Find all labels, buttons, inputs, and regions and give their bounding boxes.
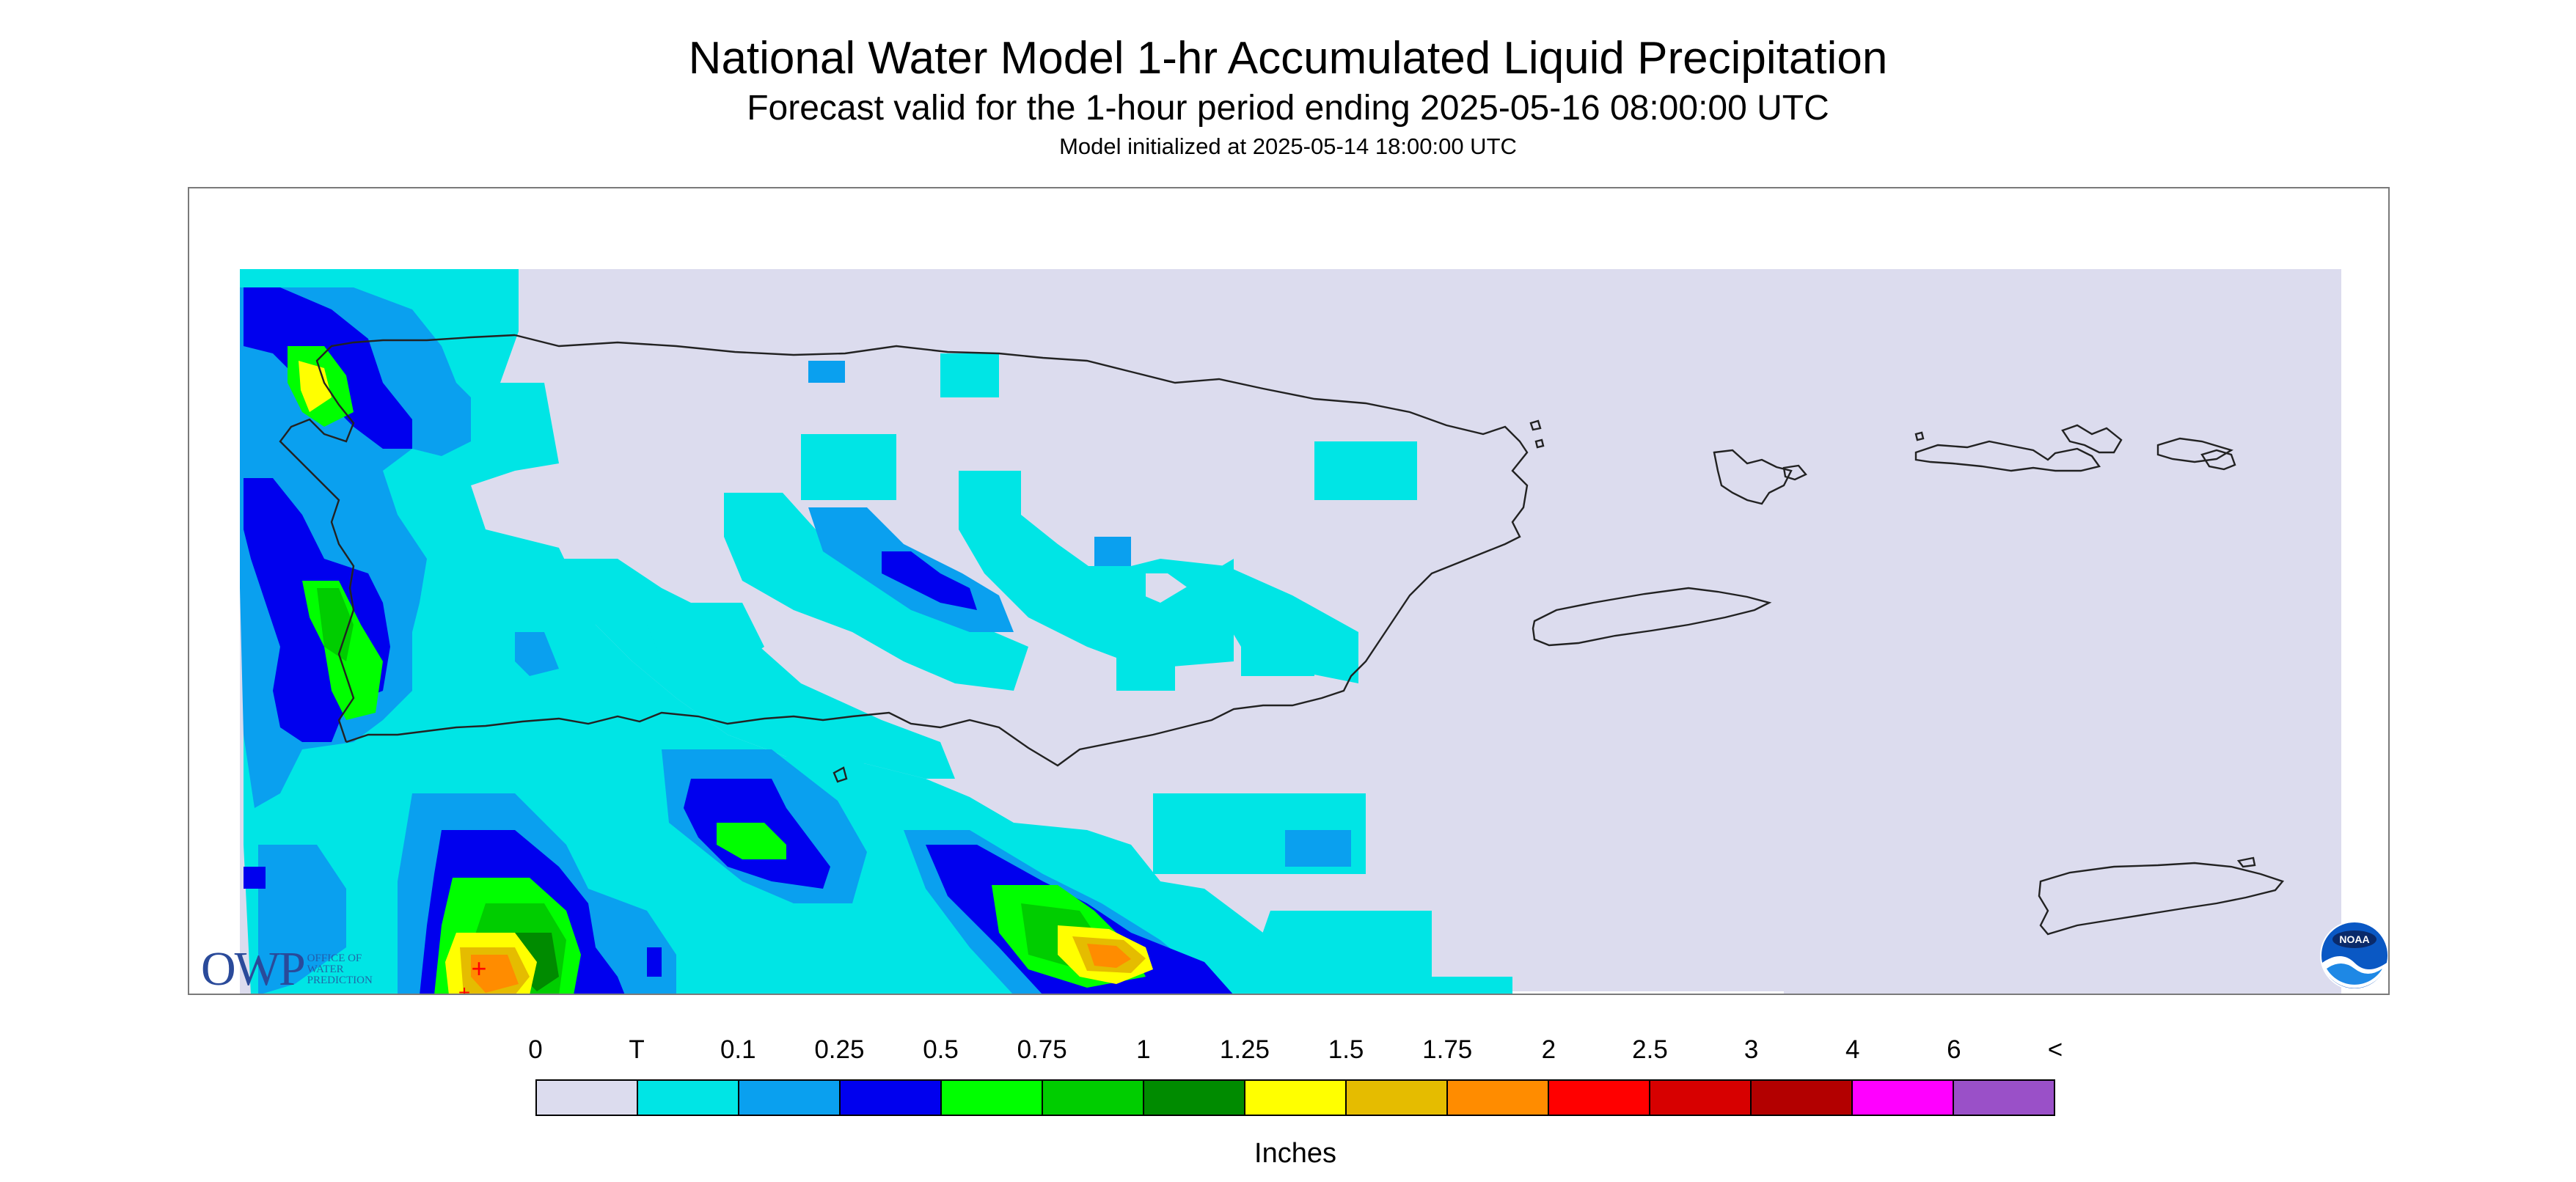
map-title: National Water Model 1-hr Accumulated Li…	[688, 33, 1888, 84]
legend-tick-label: 1.75	[1422, 1035, 1473, 1064]
legend-swatch-2	[739, 1081, 841, 1115]
legend-tick-label: <	[2047, 1035, 2063, 1064]
legend-tick-label: 0.5	[923, 1035, 959, 1064]
legend-swatch-11	[1650, 1081, 1752, 1115]
legend-swatch-5	[1043, 1081, 1144, 1115]
legend-swatch-0	[537, 1081, 638, 1115]
legend-swatch-9	[1448, 1081, 1549, 1115]
owp-logo-line-1: OFFICE OF	[307, 952, 362, 964]
st-croix-coastline	[2038, 862, 2285, 936]
small-islet-3	[1914, 431, 1925, 441]
legend-units-label: Inches	[1254, 1138, 1336, 1169]
legend-swatch-6	[1144, 1081, 1245, 1115]
legend-tick-label: 2.5	[1632, 1035, 1668, 1064]
map-subtitle: Forecast valid for the 1-hour period end…	[747, 89, 1829, 128]
west-coastline	[279, 334, 516, 743]
orange-precip-areas	[471, 944, 1131, 993]
legend-swatch-8	[1347, 1081, 1448, 1115]
legend-tick-label: 3	[1743, 1035, 1759, 1064]
legend-swatch-12	[1752, 1081, 1853, 1115]
map-canvas: + +	[240, 269, 2341, 995]
culebrita-coastline	[1782, 464, 1807, 481]
legend-tick-label: 2	[1541, 1035, 1556, 1064]
owp-logo-line-2: WATER	[307, 963, 344, 975]
legend-tick-label: 0.75	[1017, 1035, 1067, 1064]
legend-swatch-3	[841, 1081, 942, 1115]
legend-tick-label: 1.5	[1328, 1035, 1364, 1064]
precipitation-map: + + OWP	[188, 187, 2390, 995]
legend-tick-label: 4	[1845, 1035, 1860, 1064]
model-init-time: Model initialized at 2025-05-14 18:00:00…	[1059, 133, 1517, 159]
buck-island-coastline	[2236, 856, 2256, 868]
legend-swatch-14	[1954, 1081, 2054, 1115]
puerto-rico-coastline	[345, 334, 1529, 767]
legend-colorbar	[535, 1079, 2055, 1116]
no-precip-area-edge	[2327, 274, 2341, 353]
legend-tick-label: 1.25	[1219, 1035, 1270, 1064]
owp-logo-subtext: OFFICE OF WATER PREDICTION	[307, 952, 373, 986]
legend-tick-label: T	[629, 1035, 645, 1064]
legend-tick-label: 1	[1136, 1035, 1151, 1064]
owp-logo-line-3: PREDICTION	[307, 974, 373, 986]
legend-swatch-1	[638, 1081, 739, 1115]
noaa-logo-text: NOAA	[2339, 933, 2369, 945]
bvi-coastline	[2061, 424, 2123, 454]
legend-tick-label: 0.25	[814, 1035, 865, 1064]
st-thomas-coastline	[1914, 440, 2101, 472]
small-islet-1	[1529, 419, 1542, 431]
tortola-coastline	[2156, 437, 2233, 463]
vieques-coastline	[1532, 587, 1772, 647]
max-precip-marker-2: +	[458, 981, 470, 995]
legend-swatch-13	[1853, 1081, 1954, 1115]
legend-tick-label: 0.1	[720, 1035, 756, 1064]
precip-legend: 0 T 0.1 0.25 0.5 0.75 1 1.25 1.5 1.75 2 2.5 3 4 6 < Inc…	[528, 1035, 2063, 1175]
legend-swatch-4	[942, 1081, 1043, 1115]
owp-logo-text: OWP	[201, 942, 306, 995]
noaa-logo: NOAA	[2320, 921, 2388, 990]
legend-tick-label: 0	[528, 1035, 543, 1064]
max-precip-marker: +	[471, 953, 486, 983]
owp-logo: OWP OFFICE OF WATER PREDICTION	[201, 942, 373, 995]
virgin-gorda-coastline	[2200, 449, 2236, 471]
desecheo-coastline	[833, 766, 848, 783]
legend-swatch-10	[1549, 1081, 1650, 1115]
small-islet-2	[1534, 438, 1545, 449]
legend-swatch-7	[1245, 1081, 1347, 1115]
culebra-coastline	[1713, 449, 1793, 505]
legend-tick-label: 6	[1947, 1035, 1961, 1064]
coastlines	[279, 334, 2285, 936]
